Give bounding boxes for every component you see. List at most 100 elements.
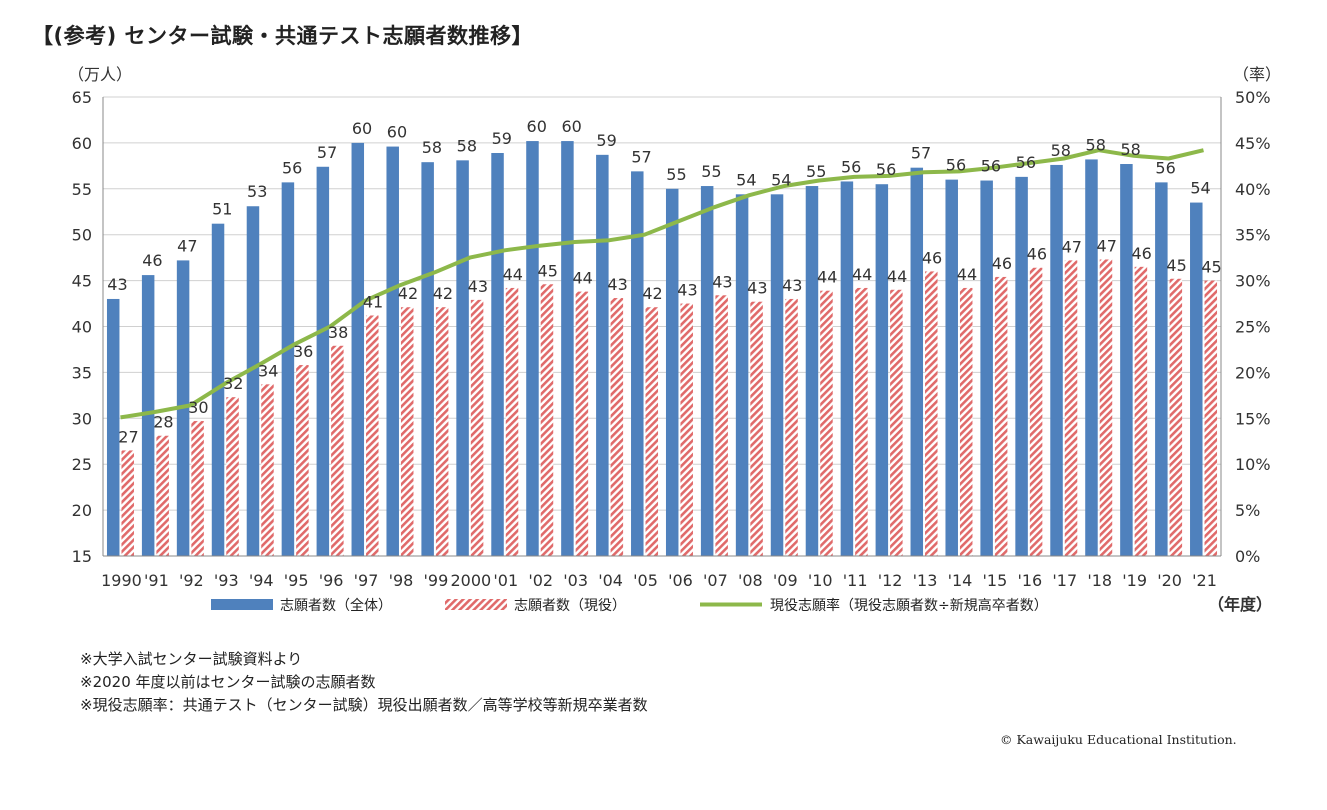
y-left-tick-label: 15 xyxy=(72,547,92,566)
data-label-current: 45 xyxy=(1201,258,1221,277)
bar-current xyxy=(366,315,379,556)
bar-all xyxy=(421,162,434,557)
data-label-current: 44 xyxy=(852,265,872,284)
data-label-current: 41 xyxy=(363,292,383,311)
data-label-all: 54 xyxy=(736,170,756,189)
bar-all xyxy=(316,166,330,556)
data-label-all: 56 xyxy=(946,156,966,175)
y-right-tick-label: 45% xyxy=(1235,134,1271,153)
y-left-tick-label: 20 xyxy=(72,501,92,520)
y-left-tick-label: 65 xyxy=(72,88,92,107)
bar-current xyxy=(645,307,659,556)
bar-all xyxy=(1120,164,1133,557)
bar-current xyxy=(435,307,449,556)
data-label-all: 56 xyxy=(1016,153,1036,172)
bar-all xyxy=(456,160,469,557)
bar-current xyxy=(610,298,624,556)
bar-current xyxy=(855,287,868,556)
x-tick-label: '14 xyxy=(948,571,973,590)
bar-all xyxy=(596,154,609,557)
bar-current xyxy=(959,287,973,556)
data-label-current: 43 xyxy=(747,279,767,298)
y-right-tick-label: 35% xyxy=(1235,226,1271,245)
bar-current xyxy=(400,307,414,556)
y-left-tick-label: 55 xyxy=(72,180,92,199)
x-tick-label: '21 xyxy=(1192,571,1217,590)
footnote-rate-definition: ※現役志願率：共通テスト（センター試験）現役出願者数／高等学校等新規卒業者数 xyxy=(80,696,648,714)
data-label-current: 43 xyxy=(712,272,732,291)
legend-label-rate: 現役志願率（現役志願者数÷新規高卒者数） xyxy=(770,597,1048,614)
data-label-current: 46 xyxy=(922,248,942,267)
data-label-current: 43 xyxy=(468,277,488,296)
data-label-all: 56 xyxy=(876,160,896,179)
footnotes: ※大学入試センター試験資料より ※2020 年度以前はセンター試験の志願者数 ※… xyxy=(80,648,648,717)
data-label-all: 58 xyxy=(457,136,477,155)
data-label-current: 42 xyxy=(642,284,662,303)
bar-all xyxy=(491,152,504,557)
bar-current xyxy=(925,271,938,556)
bar-current xyxy=(1204,280,1218,556)
x-tick-label: '92 xyxy=(179,571,204,590)
x-tick-label: '01 xyxy=(493,571,518,590)
y-left-unit: （万人） xyxy=(68,65,132,84)
data-label-current: 43 xyxy=(782,276,802,295)
data-label-current: 44 xyxy=(957,265,977,284)
data-label-current: 46 xyxy=(1027,245,1047,264)
data-label-all: 43 xyxy=(107,275,127,294)
y-right-tick-label: 20% xyxy=(1235,363,1271,382)
data-label-current: 38 xyxy=(328,323,348,342)
x-tick-label: '10 xyxy=(808,571,833,590)
bar-all xyxy=(1155,182,1168,556)
x-tick-label: '94 xyxy=(249,571,274,590)
bar-all xyxy=(840,181,854,556)
data-label-all: 53 xyxy=(247,182,267,201)
data-label-all: 55 xyxy=(806,162,826,181)
bar-current xyxy=(575,291,589,556)
x-tick-label: '06 xyxy=(668,571,693,590)
y-right-unit: （率） xyxy=(1233,65,1281,84)
footnote-period: ※2020 年度以前はセンター試験の志願者数 xyxy=(80,673,376,691)
legend-swatch-all xyxy=(211,599,273,610)
y-left-tick-label: 30 xyxy=(72,409,92,428)
data-label-current: 44 xyxy=(817,268,837,287)
data-label-all: 56 xyxy=(282,158,302,177)
data-label-current: 44 xyxy=(572,269,592,288)
y-left-tick-label: 45 xyxy=(72,272,92,291)
x-tick-label: 1990 xyxy=(101,571,142,590)
data-label-current: 34 xyxy=(258,361,278,380)
y-right-tick-label: 25% xyxy=(1235,318,1271,337)
chart-title: 【(参考) センター試験・共通テスト志願者数推移】 xyxy=(32,24,534,48)
x-tick-label: '05 xyxy=(633,571,658,590)
y-right-tick-label: 15% xyxy=(1235,409,1271,428)
x-tick-label: '95 xyxy=(284,571,309,590)
bar-current xyxy=(994,276,1008,556)
legend-label-current: 志願者数（現役） xyxy=(514,598,626,614)
x-tick-label: '97 xyxy=(354,571,379,590)
data-label-current: 45 xyxy=(538,261,558,280)
legend-swatch-current xyxy=(445,599,507,610)
x-tick-label: '04 xyxy=(598,571,623,590)
y-right-tick-label: 30% xyxy=(1235,272,1271,291)
x-tick-label: '13 xyxy=(913,571,938,590)
x-tick-label: '19 xyxy=(1122,571,1147,590)
data-label-all: 58 xyxy=(1051,141,1071,160)
bar-all xyxy=(910,167,924,556)
bar-all xyxy=(526,141,539,556)
bar-all xyxy=(141,275,155,556)
bar-current xyxy=(261,384,274,556)
data-label-all: 60 xyxy=(561,117,581,136)
y-left-tick-label: 25 xyxy=(72,455,92,474)
x-tick-label: '96 xyxy=(319,571,344,590)
bar-current xyxy=(750,301,763,556)
bar-current xyxy=(540,284,554,556)
x-unit: （年度） xyxy=(1208,595,1272,614)
bar-all xyxy=(770,194,784,557)
bar-all xyxy=(665,188,679,557)
bar-all xyxy=(106,298,120,556)
data-label-current: 43 xyxy=(607,275,627,294)
y-right-tick-label: 10% xyxy=(1235,455,1271,474)
bar-all xyxy=(351,142,365,556)
y-left-tick-label: 35 xyxy=(72,363,92,382)
data-label-all: 58 xyxy=(1120,140,1140,159)
x-tick-label: '18 xyxy=(1087,571,1112,590)
